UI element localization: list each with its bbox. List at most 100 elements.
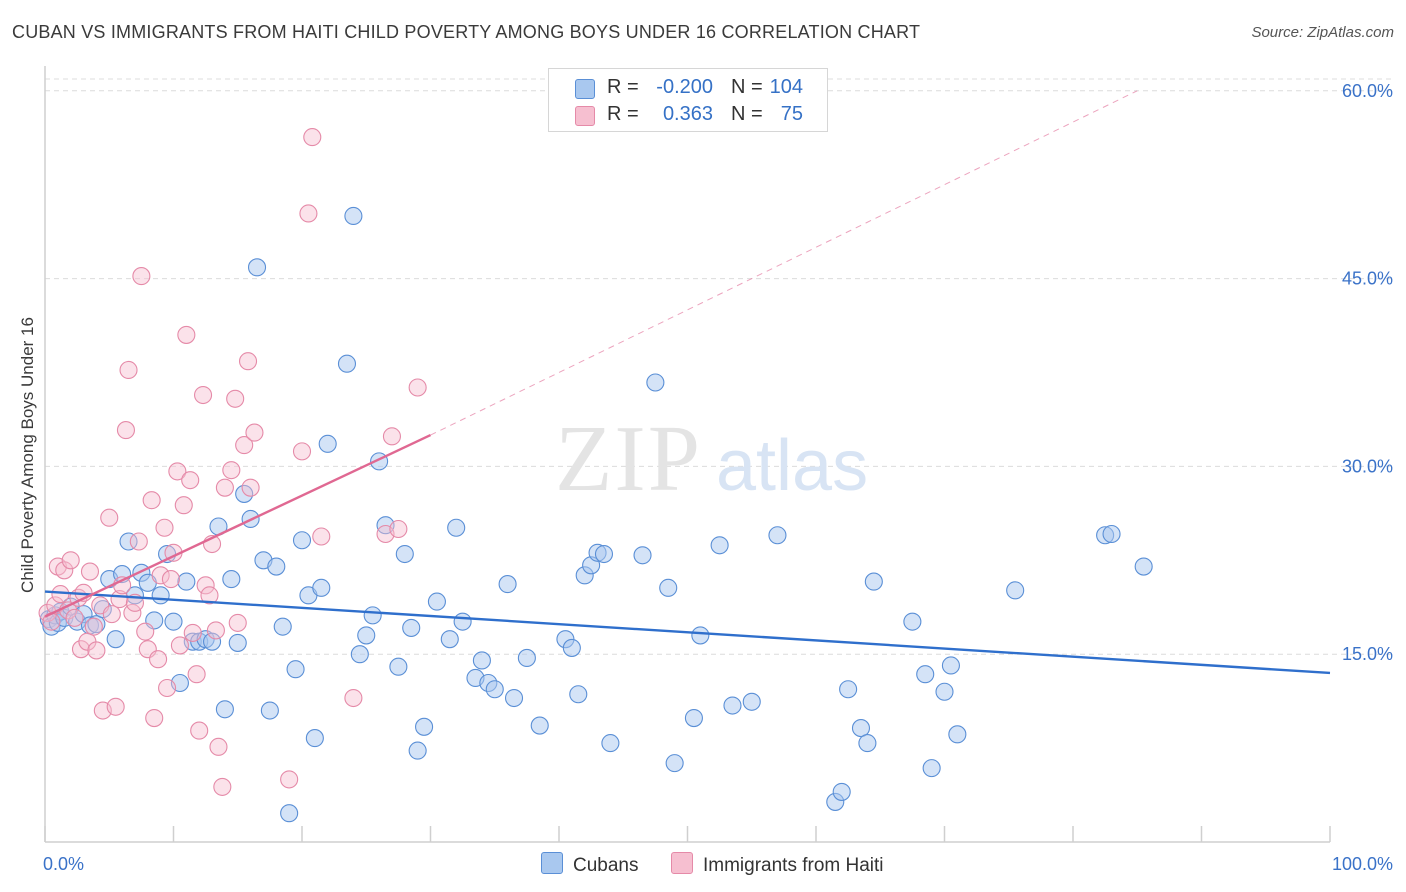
data-point-cubans [832, 782, 851, 801]
data-point-haiti [206, 621, 225, 640]
series-cubans [39, 206, 1153, 823]
data-point-haiti [168, 462, 187, 481]
data-point-cubans [415, 717, 434, 736]
data-point-haiti [100, 508, 119, 527]
data-point-cubans [935, 682, 954, 701]
data-point-haiti [116, 421, 136, 440]
data-point-cubans [222, 570, 241, 589]
data-point-cubans [1006, 581, 1025, 600]
data-point-haiti [183, 623, 202, 642]
legend-item-haiti: Immigrants from Haiti [671, 852, 884, 877]
data-point-cubans [286, 660, 305, 679]
data-point-cubans [594, 544, 614, 564]
data-point-haiti [187, 665, 206, 684]
data-point-cubans [601, 734, 620, 753]
data-point-haiti [226, 389, 245, 408]
data-point-cubans [318, 434, 337, 453]
data-point-cubans [280, 804, 299, 823]
data-point-haiti [61, 551, 80, 570]
data-point-cubans [665, 754, 684, 773]
axes [44, 66, 1331, 843]
data-point-haiti [238, 352, 258, 371]
legend-r-value: 0.363 [662, 103, 713, 125]
data-point-cubans [312, 578, 331, 597]
watermark-atlas: atlas [716, 426, 868, 506]
data-point-cubans [768, 526, 787, 545]
data-point-cubans [530, 716, 549, 735]
legend-correlation: R = -0.200 N = 104 R = 0.363 N = 75 [548, 68, 828, 132]
data-point-cubans [691, 626, 710, 645]
data-point-cubans [562, 638, 581, 657]
data-point-cubans [292, 531, 312, 550]
trend-line-cubans [44, 590, 1331, 675]
data-point-cubans [203, 632, 222, 651]
data-point-cubans [337, 354, 357, 373]
data-point-haiti [181, 471, 200, 490]
data-point-haiti [132, 267, 151, 286]
data-point-cubans [389, 657, 408, 676]
legend-n-label: N = [731, 76, 763, 98]
data-point-haiti [65, 608, 84, 627]
data-point-cubans [357, 626, 376, 645]
data-point-haiti [241, 478, 260, 497]
legend-label-haiti: Immigrants from Haiti [703, 855, 884, 876]
data-point-haiti [149, 650, 168, 669]
data-point-cubans [864, 572, 883, 591]
legend-n-label: N = [731, 103, 763, 125]
data-point-cubans [742, 692, 761, 711]
data-point-cubans [447, 518, 466, 537]
data-point-cubans [1102, 524, 1121, 544]
legend-label-cubans: Cubans [573, 855, 639, 876]
data-point-haiti [292, 442, 312, 461]
data-point-cubans [916, 665, 935, 684]
data-point-cubans [228, 633, 247, 652]
y-axis-label: Child Poverty Among Boys Under 16 [18, 317, 37, 593]
data-point-haiti [303, 128, 322, 147]
trend-extension-haiti [430, 90, 1138, 436]
data-point-haiti [280, 770, 299, 789]
tick-labels: 15.0% 30.0% 45.0% 60.0% 0.0% 100.0% [43, 81, 1393, 874]
legend-swatch-cubans [541, 852, 563, 874]
data-point-cubans [260, 701, 279, 720]
data-point-haiti [382, 427, 402, 446]
legend-r-label: R = [607, 76, 639, 98]
data-point-haiti [161, 570, 180, 589]
data-point-cubans [119, 532, 138, 551]
data-point-cubans [267, 557, 286, 576]
data-point-cubans [723, 696, 742, 715]
data-point-haiti [408, 378, 427, 397]
data-point-cubans [659, 578, 678, 597]
data-point-haiti [222, 461, 241, 480]
data-point-cubans [87, 615, 106, 634]
data-point-haiti [228, 613, 247, 632]
data-point-haiti [87, 641, 106, 660]
data-point-cubans [177, 572, 196, 591]
legend-r-label: R = [607, 103, 639, 125]
data-point-cubans [125, 586, 144, 605]
data-point-cubans [273, 617, 292, 636]
data-point-haiti [119, 360, 138, 380]
legend-swatch-haiti [671, 852, 693, 874]
data-point-cubans [941, 656, 960, 675]
legend-r-value: -0.200 [656, 76, 713, 98]
data-point-cubans [498, 575, 517, 594]
data-point-haiti [200, 586, 219, 605]
data-point-cubans [453, 612, 472, 631]
data-point-cubans [948, 725, 967, 744]
data-point-haiti [102, 605, 121, 624]
data-point-haiti [213, 777, 232, 796]
data-point-haiti [158, 678, 177, 698]
data-point-haiti [142, 491, 161, 510]
data-point-cubans [710, 536, 729, 555]
data-point-cubans [851, 719, 871, 738]
data-point-haiti [136, 622, 155, 641]
data-point-cubans [106, 630, 125, 649]
data-point-cubans [408, 741, 427, 760]
legend-row-cubans: R = -0.200 N = 104 [549, 74, 827, 102]
legend-n-value: 104 [769, 76, 803, 98]
data-point-cubans [684, 708, 703, 728]
data-point-haiti [215, 478, 234, 497]
data-point-cubans [427, 592, 446, 611]
data-point-haiti [106, 697, 125, 716]
